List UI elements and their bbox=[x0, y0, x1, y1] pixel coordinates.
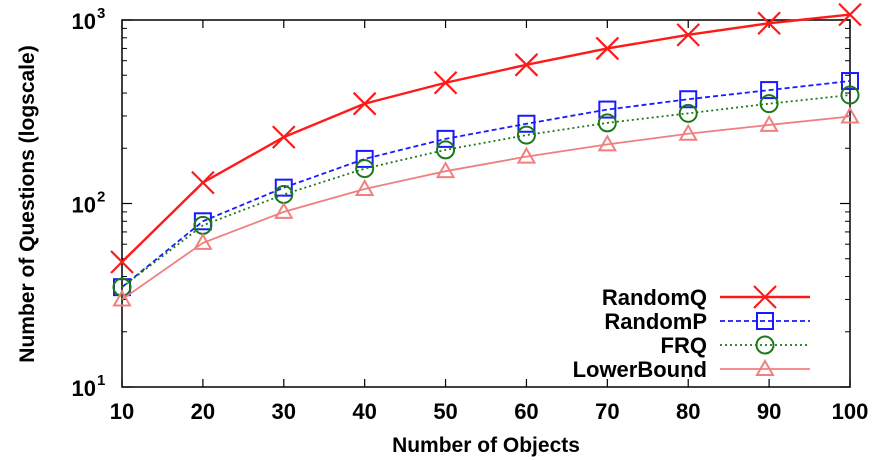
data-point-frq bbox=[840, 85, 860, 105]
series-line-lowerbound bbox=[121, 115, 851, 301]
data-point-frq bbox=[516, 125, 536, 145]
legend-label-randomq: RandomQ bbox=[602, 285, 707, 310]
marker-stroke bbox=[757, 11, 781, 36]
data-point-randomq bbox=[676, 23, 701, 47]
legend-marker-frq bbox=[755, 335, 775, 355]
data-point-lowerbound bbox=[678, 123, 698, 141]
x-tick-label: 40 bbox=[352, 399, 376, 424]
x-tick-label: 70 bbox=[595, 399, 619, 424]
plot-frame bbox=[121, 19, 851, 388]
data-point-randomq bbox=[433, 70, 458, 95]
data-point-frq bbox=[678, 103, 698, 123]
data-point-randomq bbox=[110, 250, 134, 274]
data-point-randomp bbox=[355, 149, 374, 168]
marker-stroke bbox=[352, 91, 377, 116]
data-point-randomq bbox=[838, 2, 862, 27]
data-point-lowerbound bbox=[759, 114, 779, 132]
data-point-randomq bbox=[595, 36, 620, 61]
data-point-randomp bbox=[841, 72, 859, 91]
marker-stroke bbox=[433, 70, 458, 95]
legend-label-lowerbound: LowerBound bbox=[573, 357, 707, 382]
legend-marker-randomp bbox=[756, 312, 774, 330]
data-point-randomq bbox=[191, 170, 215, 195]
marker-stroke bbox=[514, 53, 539, 77]
data-point-lowerbound bbox=[435, 161, 456, 179]
data-point-randomp bbox=[679, 90, 698, 109]
x-tick-label: 30 bbox=[272, 399, 296, 424]
marker-stroke bbox=[753, 285, 777, 309]
x-tick-label: 60 bbox=[514, 399, 538, 424]
data-point-lowerbound bbox=[840, 106, 860, 124]
x-axis-title: Number of Objects bbox=[392, 434, 580, 457]
data-point-randomq bbox=[352, 91, 377, 116]
y-tick-label-exponent: 3 bbox=[97, 5, 105, 22]
y-tick-label-exponent: 1 bbox=[97, 372, 105, 389]
y-tick-label: 10 bbox=[72, 9, 96, 34]
data-point-randomp bbox=[598, 100, 617, 119]
data-point-randomq bbox=[271, 125, 296, 149]
marker-stroke bbox=[191, 170, 215, 195]
marker-stroke bbox=[595, 36, 620, 61]
data-point-frq bbox=[759, 94, 779, 114]
marker-stroke bbox=[271, 125, 296, 149]
data-point-lowerbound bbox=[354, 178, 375, 196]
data-point-randomp bbox=[274, 178, 293, 197]
marker-stroke bbox=[838, 2, 862, 27]
data-point-randomp bbox=[760, 81, 779, 100]
data-point-frq bbox=[436, 140, 456, 160]
data-point-frq bbox=[355, 159, 375, 179]
y-tick-label-exponent: 2 bbox=[97, 189, 105, 206]
x-tick-label: 20 bbox=[191, 399, 215, 424]
data-point-frq bbox=[112, 277, 132, 297]
x-tick-label: 100 bbox=[832, 399, 869, 424]
data-point-lowerbound bbox=[274, 201, 294, 219]
x-tick-label: 90 bbox=[757, 399, 781, 424]
data-point-frq bbox=[597, 113, 617, 133]
legend-marker-lowerbound bbox=[755, 358, 775, 376]
y-tick-label: 10 bbox=[72, 193, 96, 218]
series-line-frq bbox=[121, 94, 851, 288]
data-point-randomq bbox=[757, 11, 781, 36]
data-point-lowerbound bbox=[597, 134, 618, 152]
data-point-randomq bbox=[514, 53, 539, 77]
y-axis-title: Number of Questions (logscale) bbox=[16, 45, 39, 362]
legend-label-frq: FRQ bbox=[661, 333, 707, 358]
data-point-lowerbound bbox=[193, 232, 213, 250]
x-tick-label: 10 bbox=[110, 399, 134, 424]
marker-stroke bbox=[110, 250, 134, 274]
legend-label-randomp: RandomP bbox=[604, 309, 707, 334]
data-point-lowerbound bbox=[516, 146, 537, 164]
x-tick-label: 80 bbox=[676, 399, 700, 424]
series-line-randomp bbox=[121, 80, 851, 288]
legend-marker-randomq bbox=[753, 285, 777, 309]
data-point-randomp bbox=[436, 129, 455, 148]
marker-stroke bbox=[676, 23, 701, 47]
series-lines bbox=[110, 2, 862, 307]
x-tick-label: 50 bbox=[433, 399, 457, 424]
data-point-frq bbox=[274, 184, 294, 204]
series-line-randomq bbox=[121, 13, 851, 263]
y-tick-label: 10 bbox=[72, 376, 96, 401]
data-point-lowerbound bbox=[112, 289, 132, 307]
data-point-randomp bbox=[517, 114, 536, 133]
